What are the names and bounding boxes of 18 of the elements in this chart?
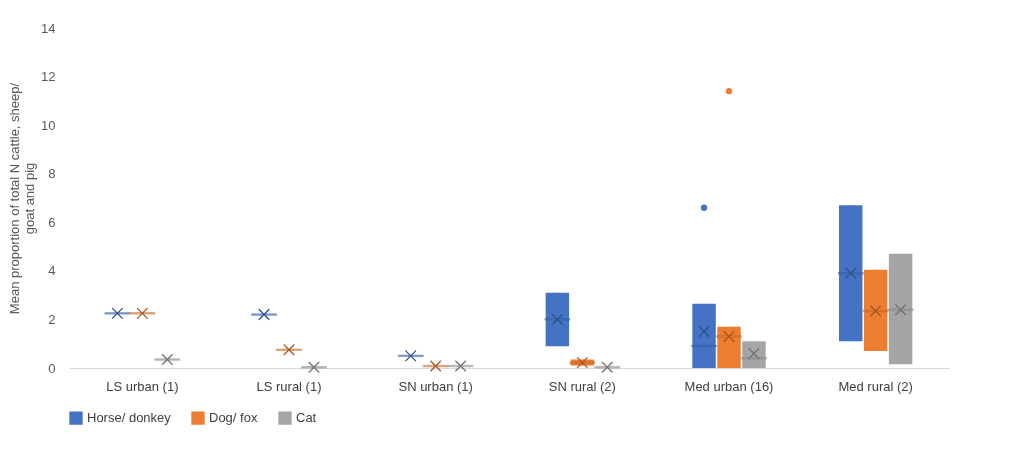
legend-label: Cat <box>296 410 317 426</box>
x-tick-label: Med urban (16) <box>684 378 774 394</box>
y-tick-label: 2 <box>48 311 56 327</box>
y-axis-title: Mean proportion of total N cattle, sheep/ goat and pig <box>7 82 38 315</box>
y-tick-label: 12 <box>41 69 56 85</box>
y-tick-label: 10 <box>41 117 56 133</box>
y-tick-label: 4 <box>48 263 56 279</box>
legend-label: Dog/ fox <box>209 410 258 426</box>
y-tick-label: 0 <box>48 360 56 376</box>
y-tick-label: 14 <box>41 20 56 36</box>
x-tick-label: LS urban (1) <box>106 378 179 394</box>
y-tick-label: 6 <box>48 214 56 230</box>
x-tick-label: SN urban (1) <box>398 378 473 394</box>
legend-label: Horse/ donkey <box>87 410 172 426</box>
x-tick-label: Med rural (2) <box>838 378 913 394</box>
x-tick-label: SN rural (2) <box>548 378 616 394</box>
y-tick-label: 8 <box>48 166 56 182</box>
x-tick-label: LS rural (1) <box>256 378 322 394</box>
